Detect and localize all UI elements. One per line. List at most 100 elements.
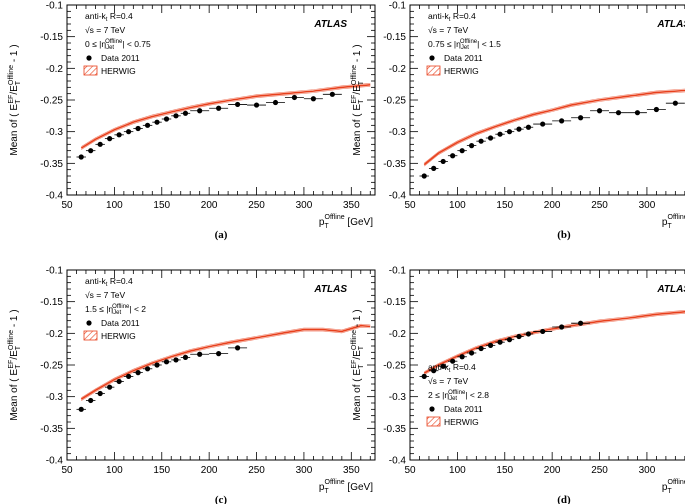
y-tick-label: -0.25 bbox=[383, 361, 406, 372]
legend-marker-data bbox=[429, 406, 435, 412]
chart-panel-1: -0.4 -0.35 -0.3 -0.25 -0.2 -0.15 -0.1 50 100 150 2… bbox=[8, 1, 376, 241]
x-tick-label: 250 bbox=[591, 465, 608, 476]
data-point bbox=[97, 390, 103, 397]
y-tick-label: -0.2 bbox=[46, 64, 64, 75]
x-tick-label: 300 bbox=[296, 465, 313, 476]
annotation-energy: √s = 7 TeV bbox=[428, 376, 469, 386]
y-tick-label: -0.1 bbox=[46, 266, 64, 277]
herwig-line bbox=[80, 84, 371, 149]
x-tick-label: 100 bbox=[106, 200, 123, 211]
y-axis-label: Mean of ( ETEF/ETOffline - 1 ) bbox=[8, 44, 22, 155]
legend-label-data: Data 2011 bbox=[101, 318, 140, 328]
y-axis-label: Mean of ( ETEF/ETOffline - 1 ) bbox=[8, 309, 22, 420]
annotation-algorithm: anti-kt R=0.4 bbox=[428, 362, 476, 374]
herwig-band-lower bbox=[81, 86, 371, 150]
y-tick-label: -0.15 bbox=[383, 32, 406, 43]
data-point bbox=[173, 357, 179, 363]
x-tick-label: 50 bbox=[404, 200, 416, 211]
data-point bbox=[459, 148, 465, 154]
y-tick-label: -0.4 bbox=[389, 456, 407, 467]
annotation-algorithm: anti-kt R=0.4 bbox=[428, 11, 476, 23]
y-tick-label: -0.35 bbox=[383, 424, 406, 435]
legend-marker-data bbox=[86, 320, 92, 326]
x-tick-label: 100 bbox=[449, 465, 466, 476]
data-point bbox=[469, 350, 475, 356]
atlas-label: ATLAS bbox=[656, 284, 685, 295]
data-point bbox=[135, 370, 141, 376]
data-point bbox=[173, 113, 179, 119]
data-point bbox=[577, 115, 584, 121]
data-point bbox=[329, 91, 335, 97]
legend-label-herwig: HERWIG bbox=[444, 66, 479, 76]
y-tick-label: -0.1 bbox=[389, 266, 407, 277]
y-tick-label: -0.4 bbox=[46, 456, 64, 467]
annotation-algorithm: anti-kt R=0.4 bbox=[85, 276, 133, 288]
annotation-eta-range: 0.75 ≤ |ηJetOffline| < 1.5 bbox=[428, 39, 501, 51]
atlas-label: ATLAS bbox=[656, 19, 685, 30]
x-tick-label: 100 bbox=[449, 200, 466, 211]
y-tick-label: -0.3 bbox=[46, 127, 64, 138]
y-tick-label: -0.1 bbox=[389, 1, 407, 12]
data-point bbox=[478, 138, 484, 144]
data-point bbox=[144, 366, 151, 372]
legend-marker-data bbox=[86, 55, 92, 61]
legend-label-data: Data 2011 bbox=[101, 53, 140, 63]
data-point bbox=[469, 143, 475, 149]
data-point bbox=[497, 339, 503, 345]
legend-label-data: Data 2011 bbox=[444, 53, 483, 63]
data-point bbox=[78, 406, 84, 412]
data-point bbox=[421, 173, 427, 179]
data-point bbox=[459, 354, 465, 360]
data-point bbox=[88, 148, 94, 154]
y-tick-label: -0.15 bbox=[383, 297, 406, 308]
data-point bbox=[516, 126, 522, 132]
data-point bbox=[78, 154, 84, 160]
y-tick-label: -0.15 bbox=[40, 32, 63, 43]
x-axis-label: pTOffline [GeV] bbox=[319, 479, 373, 495]
data-point bbox=[421, 373, 427, 379]
herwig-band-lower bbox=[424, 91, 685, 167]
data-point bbox=[559, 118, 565, 124]
data-point bbox=[135, 125, 141, 132]
panel-label: (d) bbox=[557, 494, 571, 504]
data-point bbox=[144, 122, 151, 128]
herwig-band-upper bbox=[81, 83, 371, 147]
x-tick-label: 350 bbox=[343, 200, 360, 211]
data-point bbox=[272, 99, 279, 106]
data-point bbox=[516, 333, 522, 340]
data-point bbox=[431, 165, 437, 171]
data-point bbox=[450, 358, 456, 364]
x-tick-label: 250 bbox=[248, 200, 265, 211]
legend-swatch-herwig bbox=[426, 65, 441, 76]
data-point bbox=[487, 135, 494, 141]
x-tick-label: 200 bbox=[201, 200, 218, 211]
data-point bbox=[163, 116, 170, 122]
data-point bbox=[506, 129, 513, 135]
x-tick-label: 50 bbox=[61, 200, 73, 211]
x-tick-label: 200 bbox=[201, 465, 218, 476]
data-point bbox=[107, 384, 113, 390]
x-tick-label: 250 bbox=[248, 465, 265, 476]
data-point bbox=[88, 397, 94, 404]
herwig-band-lower bbox=[81, 326, 371, 401]
annotation-energy: √s = 7 TeV bbox=[428, 25, 469, 35]
x-tick-label: 100 bbox=[106, 465, 123, 476]
y-tick-label: -0.3 bbox=[389, 392, 407, 403]
data-point bbox=[253, 102, 260, 108]
data-point bbox=[634, 110, 641, 116]
data-point bbox=[497, 131, 503, 137]
y-tick-label: -0.25 bbox=[40, 361, 63, 372]
data-point bbox=[154, 362, 160, 368]
data-point bbox=[450, 153, 456, 159]
chart-panel-2: -0.4 -0.35 -0.3 -0.25 -0.2 -0.15 -0.1 50 100 150 2… bbox=[351, 1, 685, 241]
data-point bbox=[540, 121, 546, 127]
legend-label-herwig: HERWIG bbox=[101, 66, 136, 76]
x-axis-label: pTOffline [GeV] bbox=[319, 214, 373, 230]
annotation-eta-range: 2 ≤ |ηJetOffline| < 2.8 bbox=[428, 390, 489, 402]
panel-label: (b) bbox=[557, 229, 571, 241]
legend-swatch-herwig bbox=[426, 416, 441, 427]
data-point bbox=[559, 324, 565, 330]
data-point bbox=[182, 110, 189, 116]
annotation-eta-range: 1.5 ≤ |ηJetOffline| < 2 bbox=[85, 304, 146, 316]
panel-label: (c) bbox=[215, 494, 228, 504]
